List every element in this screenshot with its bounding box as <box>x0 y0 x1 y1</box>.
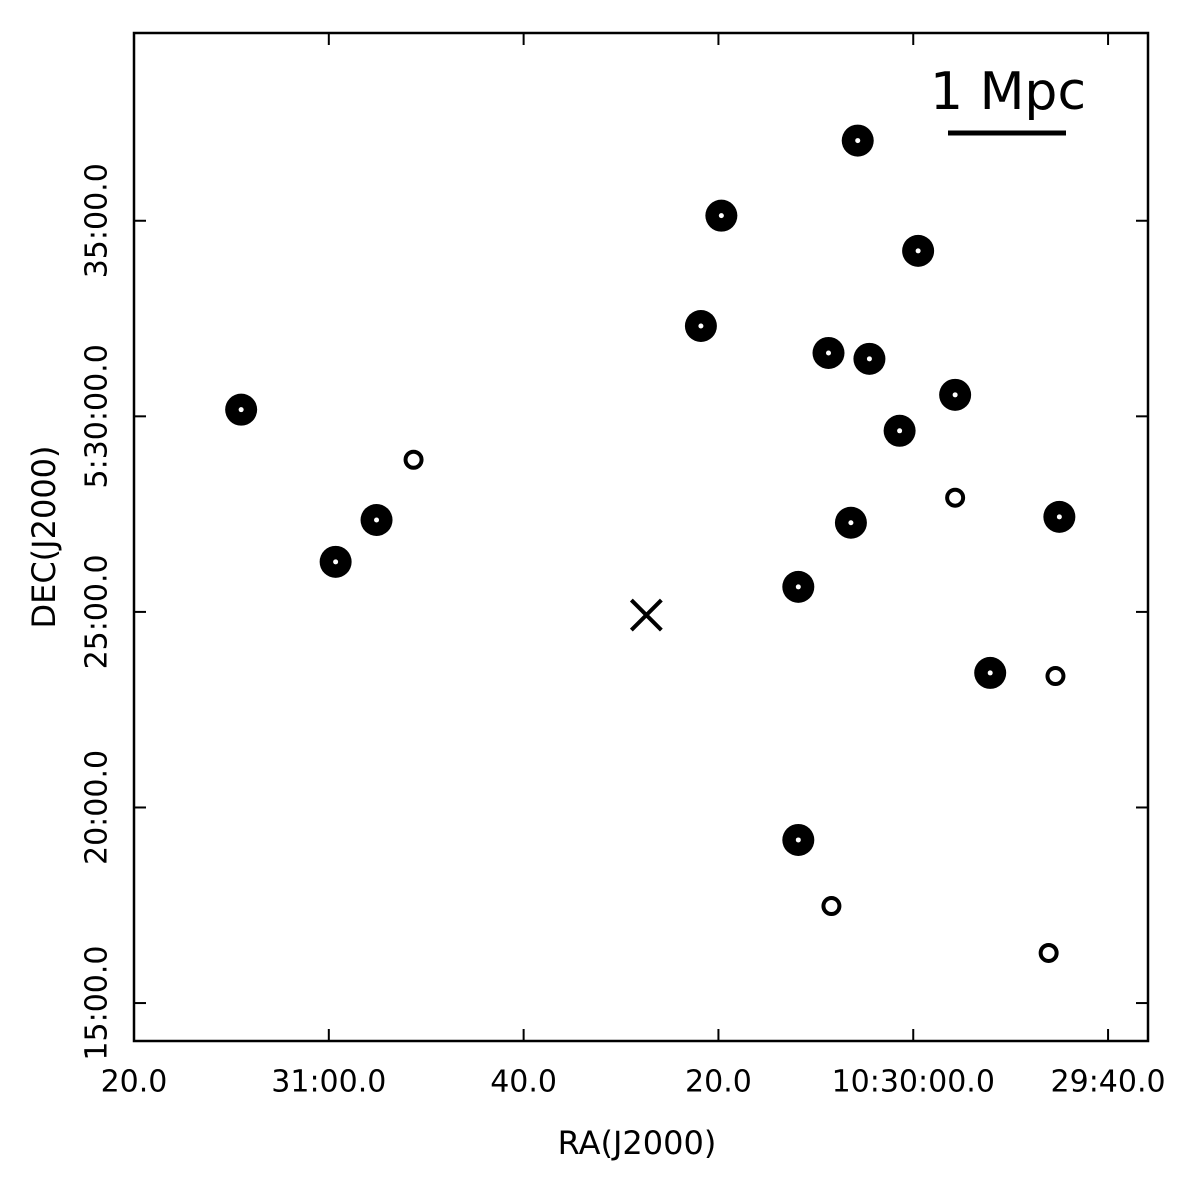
scale-label: 1 Mpc <box>930 62 1086 122</box>
galaxy-point-center <box>718 213 724 219</box>
galaxy-point-center <box>795 837 801 843</box>
galaxy-point-center <box>374 517 380 523</box>
x-tick-label: 40.0 <box>490 1065 557 1100</box>
galaxy-point-open <box>1038 942 1059 963</box>
y-tick-label: 15:00.0 <box>80 946 115 1061</box>
galaxy-point-center <box>855 138 861 144</box>
galaxy-point-center <box>795 584 801 590</box>
galaxy-point-center <box>866 356 872 362</box>
galaxy-point-center <box>333 559 339 565</box>
y-tick-label: 35:00.0 <box>80 163 115 278</box>
y-tick-label: 20:00.0 <box>80 750 115 865</box>
galaxy-point-center <box>1056 514 1062 520</box>
galaxy-point-center <box>915 248 921 254</box>
galaxy-point-center <box>848 520 854 526</box>
galaxy-point-center <box>698 323 704 329</box>
x-tick-label: 20.0 <box>685 1065 752 1100</box>
y-tick-label: 5:30:00.0 <box>80 344 115 488</box>
x-tick-label: 31:00.0 <box>271 1065 386 1100</box>
y-axis-label: DEC(J2000) <box>25 445 63 628</box>
galaxy-point-open <box>821 896 842 917</box>
galaxy-point-open <box>1045 666 1066 687</box>
galaxy-point-center <box>897 428 903 434</box>
galaxy-point-center <box>987 670 993 676</box>
x-axis-label: RA(J2000) <box>558 1124 717 1162</box>
plot-frame <box>132 31 1150 1043</box>
galaxy-point-open <box>403 449 424 470</box>
galaxy-point-center <box>826 350 832 356</box>
x-tick-label: 10:30:00.0 <box>832 1065 995 1100</box>
y-tick-label: 25:00.0 <box>80 554 115 669</box>
x-tick-label: 20.0 <box>101 1065 168 1100</box>
x-tick-label: 29:40.0 <box>1051 1065 1166 1100</box>
galaxy-point-center <box>952 392 958 398</box>
galaxy-point-center <box>238 407 244 413</box>
galaxy-point-open <box>945 487 966 508</box>
center-cross <box>629 598 663 632</box>
